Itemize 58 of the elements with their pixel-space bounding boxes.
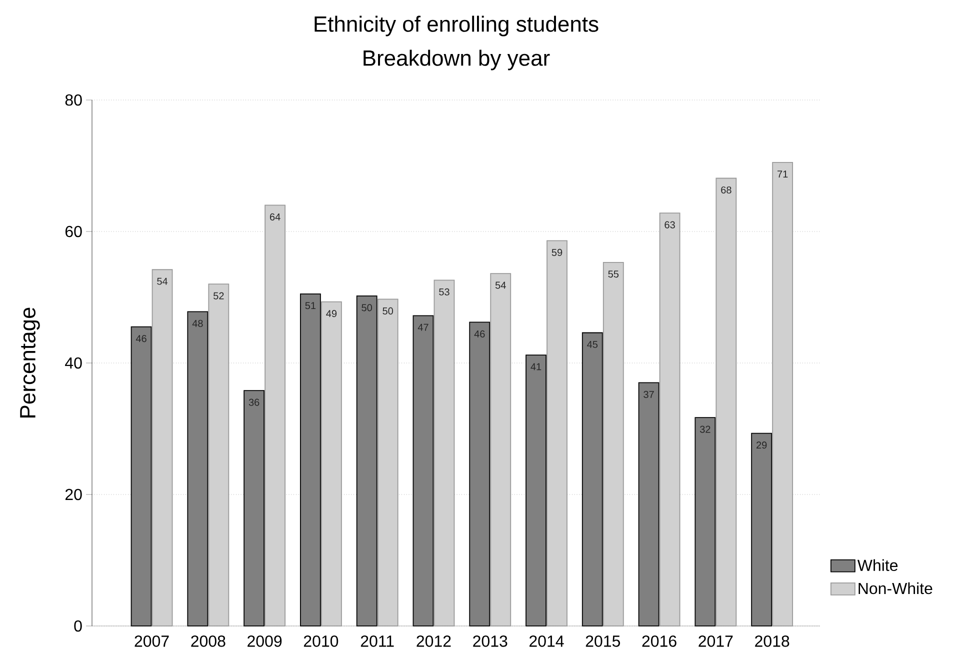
data-label: 46 <box>136 335 146 342</box>
data-label: 48 <box>192 320 203 327</box>
data-label: 49 <box>326 310 337 318</box>
bar <box>526 354 546 626</box>
x-tick-label: 2014 <box>530 636 564 647</box>
x-tick-label: 2013 <box>473 636 508 647</box>
x-tick-label: 2016 <box>642 636 676 647</box>
bar <box>356 295 378 626</box>
bar <box>244 390 265 626</box>
y-tick-label: 80 <box>65 94 82 106</box>
data-label: 37 <box>644 390 654 398</box>
bar <box>412 315 434 626</box>
data-label: 55 <box>608 270 619 278</box>
data-label: 45 <box>587 340 598 348</box>
x-tick-label: 2012 <box>416 636 451 647</box>
data-label: 51 <box>305 302 316 310</box>
bar <box>469 322 490 626</box>
bar <box>130 326 152 626</box>
data-label: 50 <box>382 307 394 314</box>
data-label: 32 <box>700 426 710 433</box>
x-tick-label: 2008 <box>191 636 226 647</box>
data-label: 36 <box>248 398 260 406</box>
x-tick-label: 2007 <box>134 636 169 647</box>
y-tick-label: 20 <box>65 488 82 500</box>
bar <box>582 332 603 626</box>
legend-label: White <box>857 559 898 572</box>
chart-title: Ethnicity of enrolling students <box>314 16 598 36</box>
bar <box>751 432 772 626</box>
y-tick-label: 60 <box>65 226 82 238</box>
x-tick-label: 2011 <box>360 636 394 647</box>
x-tick-label: 2017 <box>698 636 733 647</box>
data-label: 46 <box>474 330 485 338</box>
x-tick-label: 2018 <box>755 636 790 647</box>
bar <box>187 311 208 626</box>
data-label: 54 <box>495 282 506 289</box>
y-axis-title: Percentage <box>20 308 40 418</box>
data-label: 41 <box>530 363 542 370</box>
x-tick-label: 2010 <box>304 636 338 647</box>
data-label: 68 <box>721 186 732 194</box>
data-label: 54 <box>157 278 168 285</box>
bar <box>300 294 321 626</box>
data-label: 63 <box>664 221 675 228</box>
data-label: 71 <box>778 170 788 178</box>
y-tick-label: 40 <box>65 357 82 369</box>
x-tick-label: 2015 <box>586 636 620 647</box>
data-label: 50 <box>362 304 372 312</box>
bar <box>638 382 660 626</box>
data-label: 29 <box>756 442 767 449</box>
data-label: 64 <box>270 213 280 220</box>
y-tick-label: 0 <box>74 620 82 632</box>
data-label: 47 <box>418 324 428 331</box>
chart-subtitle: Breakdown by year <box>364 50 550 70</box>
legend-label: Non-White <box>858 582 932 594</box>
bar <box>694 417 716 626</box>
data-label: 53 <box>439 288 450 296</box>
data-label: 52 <box>214 292 224 300</box>
x-tick-label: 2009 <box>248 636 282 647</box>
data-label: 59 <box>552 248 562 256</box>
